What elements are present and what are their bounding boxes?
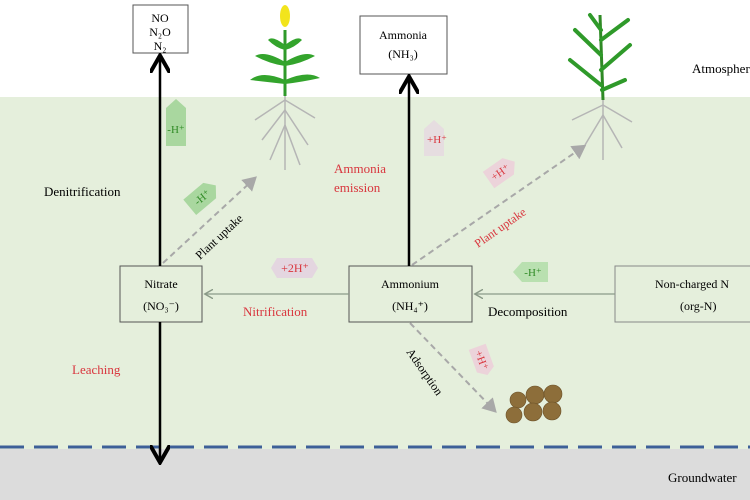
nitrification-label: Nitrification [243,304,308,319]
org-n-label: Non-charged N [655,277,729,291]
ammonia-emission-label-2: emission [334,180,381,195]
tag-plant-uptake-nitrate: -H⁺ [183,182,217,215]
groundwater-label: Groundwater [668,470,737,485]
ammonium-label: Ammonium [381,277,440,291]
ammonium-box: Ammonium (NH₄⁺) [348,265,473,323]
tag-ammonia-emission: +H⁺ [424,120,447,156]
tag-decomposition: -H⁺ [513,262,548,282]
org-n-formula: (org-N) [680,299,716,313]
org-n-box: Non-charged N (org-N) [614,265,750,323]
denitrification-label: Denitrification [44,184,121,199]
plant-uptake-ammonium-arrow [411,144,587,266]
gas-n2: N₂ [154,39,167,53]
tag-adsorption: +H⁺ [468,343,494,376]
tag-denitrification: -H⁺ [166,99,186,146]
plant-right-icon [568,13,633,160]
nitrate-label: Nitrate [144,277,177,291]
tag-nitrification-text: +2H⁺ [281,261,309,275]
decomposition-label: Decomposition [488,304,568,319]
atmosphere-label: Atmosphere [692,61,750,76]
ammonia-label: Ammonia [379,28,428,42]
tag-denitrification-text: -H⁺ [167,124,185,136]
ammonia-emission-label-1: Ammonia [334,161,386,176]
gas-no: NO [151,11,169,25]
nitrate-box: Nitrate (NO₃⁻) [119,265,203,323]
groundwater-zone [0,449,750,500]
tag-ammonia-emission-text: +H⁺ [427,134,447,146]
plant-left-icon [250,5,320,170]
leaching-label: Leaching [72,362,121,377]
ammonium-formula: (NH₄⁺) [392,299,428,313]
gas-n2o: N₂O [149,25,171,39]
gases-box: NO N₂O N₂ [132,4,189,54]
tag-nitrification: +2H⁺ [271,258,318,278]
plant-uptake-nitrate-arrow [162,176,257,264]
soil-particles-icon [505,384,563,424]
tag-plant-uptake-ammonium: +H⁺ [482,158,515,189]
nitrate-formula: (NO₃⁻) [143,299,179,313]
ammonia-formula: (NH₃) [388,47,418,61]
ammonia-box: Ammonia (NH₃) [359,15,448,75]
tag-decomposition-text: -H⁺ [524,267,542,279]
adsorption-arrow [409,322,497,413]
